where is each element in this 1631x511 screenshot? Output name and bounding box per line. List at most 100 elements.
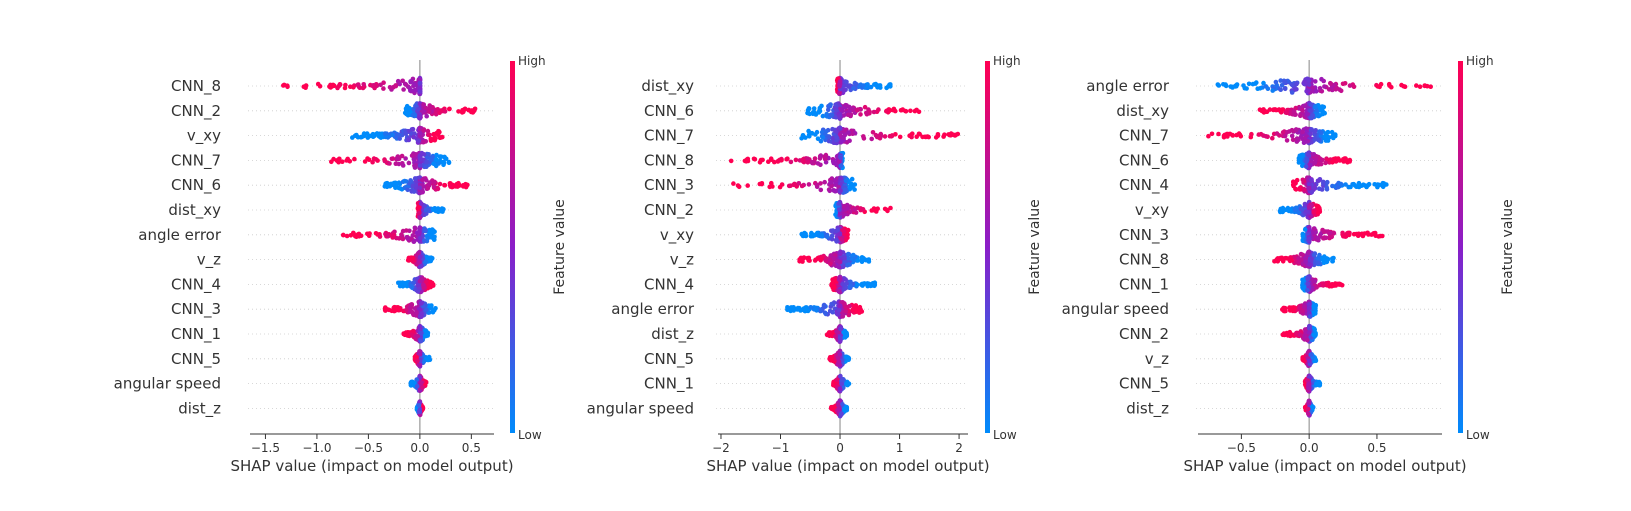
shap-point (829, 356, 834, 362)
shap-point (872, 282, 878, 288)
shap-point (410, 126, 416, 132)
shap-point (446, 160, 452, 166)
shap-point (383, 181, 389, 186)
shap-point (418, 338, 424, 344)
shap-point (1273, 79, 1279, 85)
shap-point (1322, 134, 1328, 139)
x-axis-ticks: −2 −1 0 1 2 (712, 434, 963, 455)
feature-points (805, 101, 922, 121)
shap-point (412, 176, 418, 181)
shap-point (1315, 178, 1321, 184)
shap-point (823, 258, 829, 263)
shap-point (1249, 131, 1254, 137)
feature-label: CNN_8 (644, 151, 694, 170)
shap-point (1313, 104, 1318, 110)
shap-point (857, 304, 863, 310)
shap-point (923, 134, 929, 140)
shap-point (853, 303, 859, 309)
shap-point (834, 377, 840, 383)
shap-point (791, 182, 796, 188)
shap-point (842, 187, 848, 193)
shap-point (806, 182, 812, 187)
shap-point (1256, 132, 1262, 137)
feature-points (833, 199, 893, 220)
shap-point (439, 206, 445, 211)
shap-point (431, 179, 437, 185)
shap-point (383, 231, 388, 237)
shap-point (736, 184, 742, 190)
shap-point (340, 232, 346, 238)
shap-point (777, 184, 783, 190)
shap-point (1230, 132, 1235, 138)
shap-point (807, 134, 812, 139)
feature-points (728, 150, 846, 171)
shap-point (1267, 107, 1273, 112)
shap-point (1278, 87, 1283, 92)
shap-point (406, 160, 412, 166)
shap-point (377, 234, 383, 239)
shap-point (1311, 209, 1317, 215)
x-tick-label: 0.0 (410, 441, 429, 455)
shap-point (842, 132, 848, 138)
feature-label: CNN_4 (171, 275, 221, 294)
shap-point (417, 230, 422, 235)
shap-point (414, 383, 420, 389)
shap-point (846, 84, 852, 89)
shap-panel-2: dist_xyCNN_6CNN_7CNN_8CNN_3CNN_2v_xyv_zC… (587, 54, 1043, 475)
shap-point (1323, 138, 1329, 143)
shap-point (374, 131, 380, 136)
shap-point (427, 109, 432, 114)
shap-point (1303, 209, 1309, 214)
feature-label: CNN_5 (171, 350, 221, 369)
shap-point (843, 308, 849, 314)
shap-point (837, 398, 843, 403)
shap-point (837, 303, 843, 309)
x-tick-label: 2 (955, 441, 963, 455)
shap-point (421, 109, 426, 114)
shap-point (1284, 138, 1290, 143)
shap-point (1309, 115, 1314, 121)
shap-point (829, 183, 834, 189)
shap-point (745, 183, 750, 188)
shap-point (362, 159, 368, 164)
shap-point (1287, 207, 1293, 213)
shap-point (417, 210, 422, 216)
shap-point (800, 259, 805, 264)
shap-point (1309, 189, 1314, 195)
shap-point (428, 157, 434, 162)
feature-points (415, 199, 446, 221)
shap-point (826, 138, 832, 144)
shap-point (844, 79, 849, 85)
shap-point (778, 158, 783, 163)
shap-point (850, 185, 855, 190)
x-axis-label: SHAP value (impact on model output) (706, 457, 989, 475)
shap-point (1336, 156, 1341, 161)
shap-point (1274, 131, 1280, 136)
shap-point (785, 156, 790, 161)
shap-point (406, 137, 412, 143)
shap-point (1277, 107, 1282, 112)
shap-point (350, 135, 355, 140)
shap-point (854, 282, 860, 288)
shap-point (834, 108, 839, 113)
shap-point (354, 132, 359, 138)
shap-point (858, 112, 863, 117)
feature-points (408, 373, 429, 394)
shap-point (426, 354, 432, 360)
shap-point (1325, 130, 1330, 135)
shap-point (1289, 90, 1295, 95)
shap-point (1338, 88, 1344, 94)
shap-point (1294, 177, 1300, 183)
shap-points (728, 75, 961, 419)
shap-point (1323, 160, 1328, 166)
shap-point (843, 102, 848, 108)
shap-point (396, 132, 401, 137)
feature-points (1206, 126, 1338, 146)
shap-point (832, 285, 837, 290)
shap-point (351, 230, 356, 236)
feature-label: CNN_6 (171, 176, 221, 195)
shap-point (430, 206, 436, 212)
shap-point (855, 258, 861, 263)
shap-point (412, 225, 418, 231)
shap-point (836, 359, 842, 364)
